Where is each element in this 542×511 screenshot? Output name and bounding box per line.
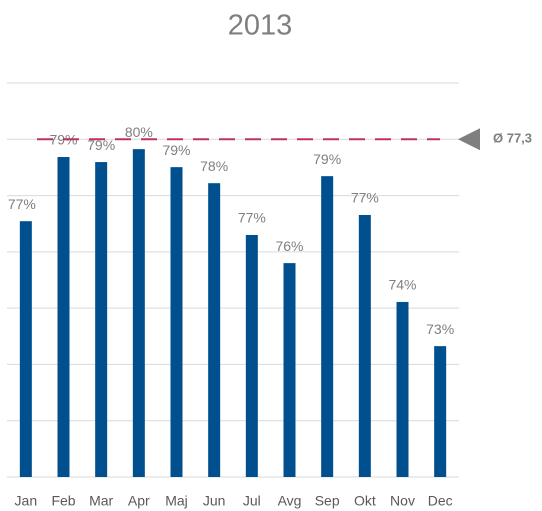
x-tick-label: Jun bbox=[203, 493, 226, 509]
value-label: 76% bbox=[275, 238, 303, 254]
bar bbox=[434, 346, 447, 477]
bar bbox=[170, 167, 183, 477]
bar bbox=[132, 149, 145, 477]
bar bbox=[358, 214, 371, 478]
bar bbox=[283, 263, 296, 477]
bar bbox=[208, 183, 221, 477]
bar bbox=[57, 157, 70, 477]
value-label: 74% bbox=[388, 277, 416, 293]
x-tick-label: Okt bbox=[354, 493, 376, 509]
x-tick-label: Mar bbox=[89, 493, 113, 509]
value-label: 79% bbox=[313, 151, 341, 167]
x-tick-label: Apr bbox=[128, 493, 150, 509]
bar bbox=[321, 176, 334, 477]
average-label: Ø 77,3 bbox=[493, 131, 532, 146]
bar bbox=[245, 234, 258, 477]
value-label: 77% bbox=[238, 210, 266, 226]
bar bbox=[396, 301, 409, 477]
value-label: 79% bbox=[87, 137, 115, 153]
value-label: 78% bbox=[200, 158, 228, 174]
value-label: 77% bbox=[8, 196, 36, 212]
x-tick-label: Nov bbox=[390, 493, 415, 509]
x-tick-label: Maj bbox=[165, 493, 188, 509]
x-tick-label: Sep bbox=[315, 493, 340, 509]
x-tick-label: Jan bbox=[15, 493, 38, 509]
x-tick-label: Dec bbox=[428, 493, 453, 509]
value-label: 80% bbox=[125, 124, 153, 140]
x-tick-label: Feb bbox=[51, 493, 75, 509]
bar bbox=[19, 221, 32, 477]
bar bbox=[95, 162, 108, 477]
chart-title: 2013 bbox=[228, 10, 293, 42]
value-label: 77% bbox=[351, 190, 379, 206]
average-marker bbox=[458, 128, 480, 151]
x-tick-label: Avg bbox=[278, 493, 302, 509]
value-label: 79% bbox=[162, 142, 190, 158]
value-label: 73% bbox=[426, 321, 454, 337]
x-tick-label: Jul bbox=[243, 493, 261, 509]
